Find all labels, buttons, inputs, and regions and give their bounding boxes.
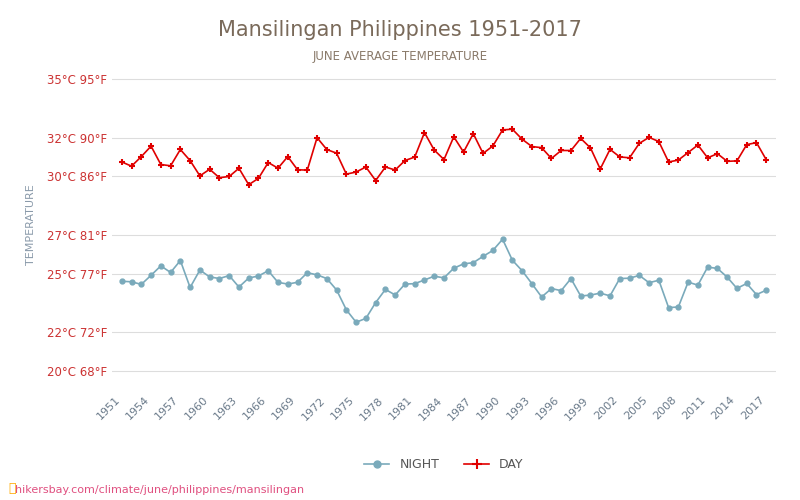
Legend: NIGHT, DAY: NIGHT, DAY <box>359 453 529 476</box>
Text: Mansilingan Philippines 1951-2017: Mansilingan Philippines 1951-2017 <box>218 20 582 40</box>
Y-axis label: TEMPERATURE: TEMPERATURE <box>26 184 36 266</box>
Text: hikersbay.com/climate/june/philippines/mansilingan: hikersbay.com/climate/june/philippines/m… <box>8 485 304 495</box>
Text: ⌕: ⌕ <box>8 482 15 495</box>
Text: JUNE AVERAGE TEMPERATURE: JUNE AVERAGE TEMPERATURE <box>313 50 487 63</box>
